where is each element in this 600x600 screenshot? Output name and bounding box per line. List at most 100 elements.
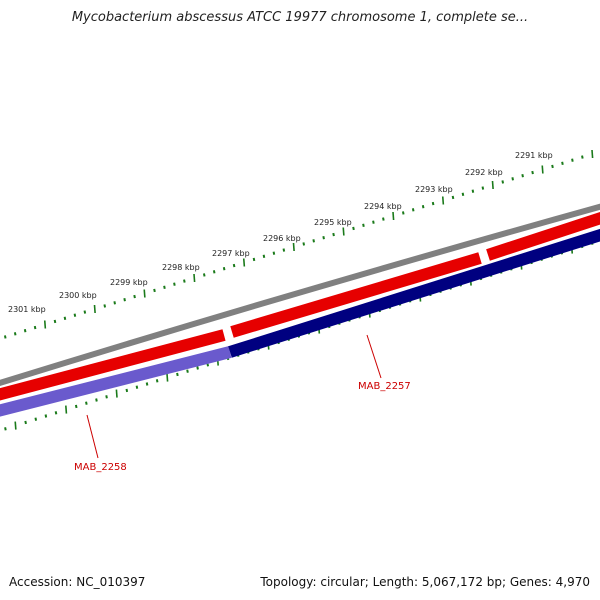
scale-label: 2296 kbp (263, 234, 301, 243)
minor-tick (163, 285, 166, 289)
minor-tick (302, 242, 306, 246)
minor-tick (471, 189, 475, 193)
minor-tick (83, 310, 87, 314)
minor-tick (431, 201, 435, 206)
gene-label-mab-2258[interactable]: MAB_2258 (74, 462, 127, 473)
minor-tick (123, 298, 126, 302)
minor-tick (103, 304, 107, 308)
accession-text: Accession: NC_010397 (9, 575, 146, 589)
gene-label-mab-2257[interactable]: MAB_2257 (358, 381, 411, 392)
forward-gene-segment[interactable] (0, 329, 226, 401)
minor-tick (23, 329, 27, 333)
minor-tick (155, 379, 159, 383)
major-tick (392, 211, 395, 221)
minor-tick (183, 279, 186, 283)
minor-tick (145, 382, 149, 386)
minor-tick (105, 395, 108, 399)
major-tick (43, 320, 47, 329)
minor-tick (153, 288, 156, 293)
major-tick (115, 389, 118, 398)
minor-tick (581, 155, 584, 159)
major-tick (14, 421, 17, 430)
minor-tick (322, 236, 325, 240)
scale-label: 2293 kbp (415, 185, 453, 194)
minor-tick (362, 223, 365, 227)
major-tick (65, 405, 68, 414)
major-tick (292, 242, 295, 252)
outer-scale-ticks (3, 149, 594, 339)
major-tick (93, 304, 96, 314)
major-tick (342, 227, 345, 236)
minor-tick (252, 257, 256, 262)
minor-tick (13, 332, 17, 336)
reverse-gene-segment[interactable] (228, 228, 600, 358)
map-title: Mycobacterium abscessus ATCC 19977 chrom… (71, 10, 529, 25)
minor-tick (282, 248, 286, 252)
minor-tick (222, 267, 226, 271)
minor-tick (501, 180, 505, 184)
minor-tick (411, 208, 415, 212)
minor-tick (135, 385, 139, 389)
forward-gene-segment[interactable] (230, 252, 482, 338)
minor-tick (481, 186, 485, 190)
minor-tick (531, 170, 534, 175)
minor-tick (34, 417, 38, 421)
minor-tick (262, 254, 266, 258)
minor-tick (176, 372, 179, 377)
minor-tick (511, 177, 514, 181)
major-tick (491, 180, 494, 190)
minor-tick (352, 226, 355, 231)
minor-tick (382, 217, 385, 221)
minor-tick (312, 239, 315, 243)
minor-tick (421, 205, 425, 209)
major-tick (143, 289, 146, 298)
major-tick (166, 373, 169, 382)
minor-tick (332, 232, 335, 237)
minor-tick (125, 388, 129, 393)
minor-tick (54, 411, 58, 415)
minor-tick (73, 313, 77, 317)
genome-summary-text: Topology: circular; Length: 5,067,172 bp… (260, 575, 590, 589)
minor-tick (196, 366, 199, 370)
minor-tick (63, 316, 67, 320)
minor-tick (521, 174, 524, 178)
reverse-gene-segment[interactable] (0, 346, 232, 417)
minor-tick (113, 301, 116, 305)
major-tick (193, 273, 196, 283)
minor-tick (571, 158, 574, 162)
chromosome-backbone (0, 203, 600, 387)
minor-tick (24, 420, 27, 425)
minor-tick (451, 195, 455, 200)
minor-tick (551, 164, 554, 169)
scale-label: 2301 kbp (8, 305, 46, 314)
gene-label-leader (86, 414, 99, 459)
scale-label: 2300 kbp (59, 291, 97, 300)
minor-tick (232, 263, 236, 268)
minor-tick (212, 270, 216, 274)
major-tick (541, 165, 544, 174)
gene-label-leader (366, 334, 382, 379)
minor-tick (95, 398, 98, 402)
minor-tick (272, 251, 276, 255)
minor-tick (372, 220, 375, 224)
minor-tick (4, 427, 7, 431)
minor-tick (173, 282, 176, 286)
minor-tick (133, 294, 136, 299)
scale-label: 2297 kbp (212, 249, 250, 258)
minor-tick (85, 401, 88, 405)
minor-tick (3, 335, 7, 339)
major-tick (242, 258, 246, 267)
minor-tick (186, 369, 189, 373)
minor-tick (53, 319, 57, 324)
scale-label: 2295 kbp (314, 218, 352, 227)
scale-label: 2292 kbp (465, 168, 503, 177)
scale-label: 2294 kbp (364, 202, 402, 211)
major-tick (591, 149, 594, 159)
scale-label: 2299 kbp (110, 278, 148, 287)
minor-tick (74, 404, 78, 409)
major-tick (441, 196, 445, 205)
forward-gene-segment[interactable] (486, 211, 600, 261)
minor-tick (461, 192, 465, 196)
minor-tick (561, 161, 564, 165)
